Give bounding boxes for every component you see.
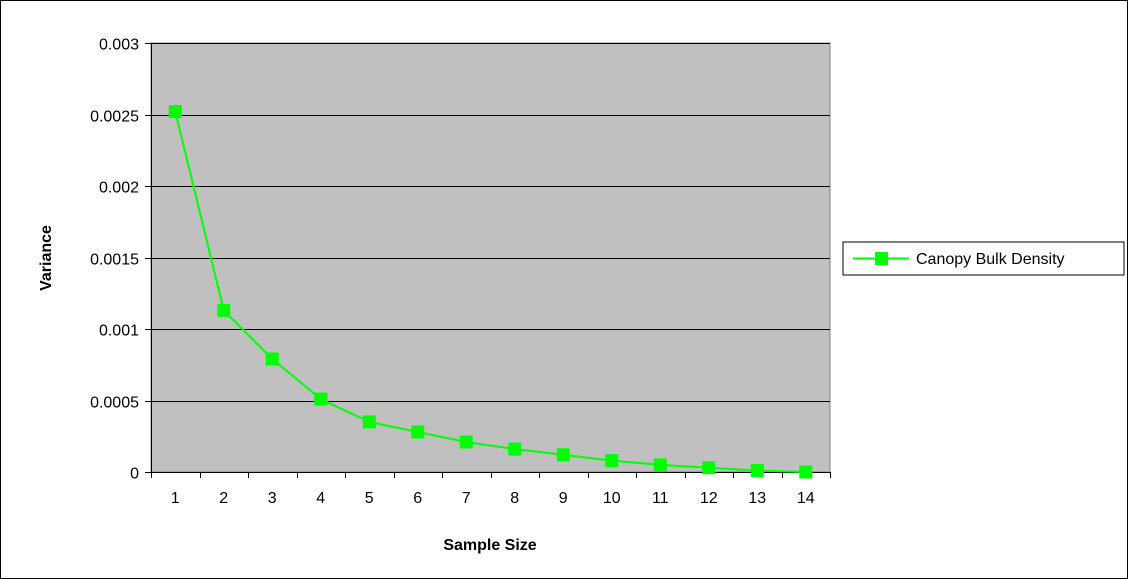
x-tick-label: 1: [171, 490, 180, 507]
x-tick-label: 4: [316, 490, 325, 507]
x-tick-label: 7: [462, 490, 471, 507]
y-tick-label: 0.0015: [90, 252, 139, 269]
legend-label-canopy-bulk-density: Canopy Bulk Density: [916, 251, 1065, 268]
y-axis: 0 0.0005 0.001 0.0015 0.002 0.0025 0.003: [90, 37, 152, 483]
y-tick-label: 0.0025: [90, 109, 139, 126]
series-group: [168, 105, 813, 479]
plot-area: [150, 42, 831, 473]
y-tick-label: 0.002: [99, 180, 139, 197]
data-point-marker: [217, 303, 231, 317]
y-tick-label: 0.003: [99, 37, 139, 54]
gridlines: [151, 43, 830, 402]
x-tick-label: 12: [700, 490, 718, 507]
data-point-marker: [508, 442, 522, 456]
y-tick-label: 0.0005: [90, 395, 139, 412]
data-point-marker: [653, 458, 667, 472]
x-tick-label: 8: [510, 490, 519, 507]
x-tick-label: 14: [797, 490, 815, 507]
data-point-marker: [265, 352, 279, 366]
data-point-marker: [459, 435, 473, 449]
y-tick-label: 0: [130, 466, 139, 483]
x-tick-label: 3: [268, 490, 277, 507]
legend-marker-swatch: [875, 252, 888, 265]
data-point-marker: [411, 425, 425, 439]
data-point-marker: [799, 465, 813, 479]
x-axis-title: Sample Size: [443, 537, 536, 554]
data-point-marker: [702, 461, 716, 475]
x-tick-label: 10: [603, 490, 621, 507]
series-line-canopy-bulk-density: [174, 111, 806, 473]
x-tick-label: 13: [748, 490, 766, 507]
x-tick-label: 6: [413, 490, 422, 507]
x-axis: 1 2 3 4 5 6 7 8 9 10 11 12 13 14: [151, 472, 831, 507]
data-point-marker: [750, 464, 764, 478]
data-point-marker: [168, 105, 182, 119]
data-point-marker: [362, 415, 376, 429]
data-point-marker: [314, 392, 328, 406]
y-axis-title: Variance: [38, 225, 55, 291]
x-tick-label: 5: [365, 490, 374, 507]
legend: Canopy Bulk Density: [842, 241, 1125, 276]
x-tick-label: 9: [559, 490, 568, 507]
data-point-marker: [556, 448, 570, 462]
data-point-marker: [605, 454, 619, 468]
x-tick-label: 2: [219, 490, 228, 507]
y-tick-label: 0.001: [99, 323, 139, 340]
x-tick-label: 11: [652, 490, 669, 507]
